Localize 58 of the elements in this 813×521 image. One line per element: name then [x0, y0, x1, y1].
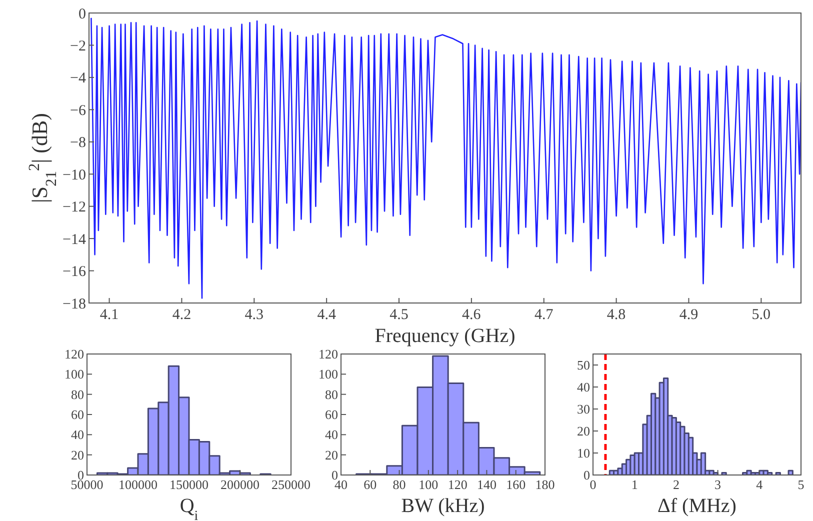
x-axis-title: Frequency (GHz): [374, 325, 516, 347]
y-tick-label: 40: [325, 427, 338, 442]
line-series: [90, 17, 801, 299]
y-tick-label: 30: [577, 402, 590, 417]
x-tick-label: 100000: [118, 477, 158, 492]
x-tick-label: 250000: [272, 477, 310, 492]
x-tick-label: 160: [506, 477, 526, 492]
y-tick-label: 80: [71, 386, 84, 402]
x-tick-label: 4.5: [390, 307, 408, 323]
y-tick-label: 40: [71, 427, 84, 442]
y-tick-label: 120: [64, 346, 84, 362]
x-tick-label: 4.9: [679, 307, 698, 323]
y-tick-label: −10: [62, 167, 86, 184]
x-tick-label: 4: [756, 477, 764, 492]
y-tick-label: −14: [62, 232, 86, 248]
y-tick-label: 100: [64, 366, 84, 382]
y-tick-label: −18: [62, 296, 86, 312]
y-tick-label: 60: [71, 407, 84, 422]
y-tick-label: 10: [577, 446, 590, 461]
y-tick-label: 100: [318, 366, 338, 382]
x-axis-title: BW (kHz): [401, 495, 485, 517]
x-tick-label: 120: [448, 477, 468, 492]
x-axis-title: Q$_{i}$: [180, 495, 198, 521]
x-tick-label: 200000: [220, 477, 260, 492]
y-tick-label: −4: [70, 70, 86, 87]
y-tick-label: −8: [70, 135, 86, 152]
y-tick-label: 50: [577, 358, 590, 373]
x-axis-title: Δf (MHz): [658, 495, 736, 517]
y-tick-label: 20: [325, 447, 338, 462]
x-tick-label: 5: [798, 477, 804, 492]
x-tick-label: 80: [392, 477, 406, 492]
x-tick-label: 4.3: [244, 307, 264, 323]
x-tick-label: 4.2: [172, 307, 192, 323]
y-tick-label: 20: [577, 424, 590, 439]
x-tick-label: 100: [418, 477, 438, 492]
x-tick-label: 4.6: [462, 307, 482, 323]
x-tick-label: 3: [714, 477, 722, 492]
y-tick-label: 80: [325, 386, 338, 402]
y-tick-label: −12: [62, 200, 86, 216]
x-tick-label: 2: [672, 477, 680, 492]
x-tick-label: 4.4: [317, 307, 336, 323]
x-tick-label: 4.8: [606, 307, 626, 323]
y-tick-label: −6: [70, 102, 86, 119]
y-tick-label: 120: [318, 346, 338, 362]
x-tick-label: 180: [535, 477, 555, 492]
y-tick-label: 0: [78, 6, 86, 22]
x-tick-label: 1: [631, 477, 638, 492]
x-tick-label: 4.1: [100, 307, 119, 323]
x-tick-label: 140: [476, 477, 496, 492]
y-tick-label: −2: [70, 38, 86, 54]
y-tick-label: −16: [62, 264, 86, 280]
x-tick-label: 150000: [170, 477, 208, 492]
x-tick-label: 5.0: [752, 307, 771, 323]
y-tick-label: 60: [325, 407, 338, 422]
y-tick-label: 40: [577, 380, 590, 395]
y-tick-label: 20: [71, 447, 84, 462]
x-tick-label: 4.7: [534, 307, 554, 323]
x-tick-label: 60: [364, 477, 377, 492]
